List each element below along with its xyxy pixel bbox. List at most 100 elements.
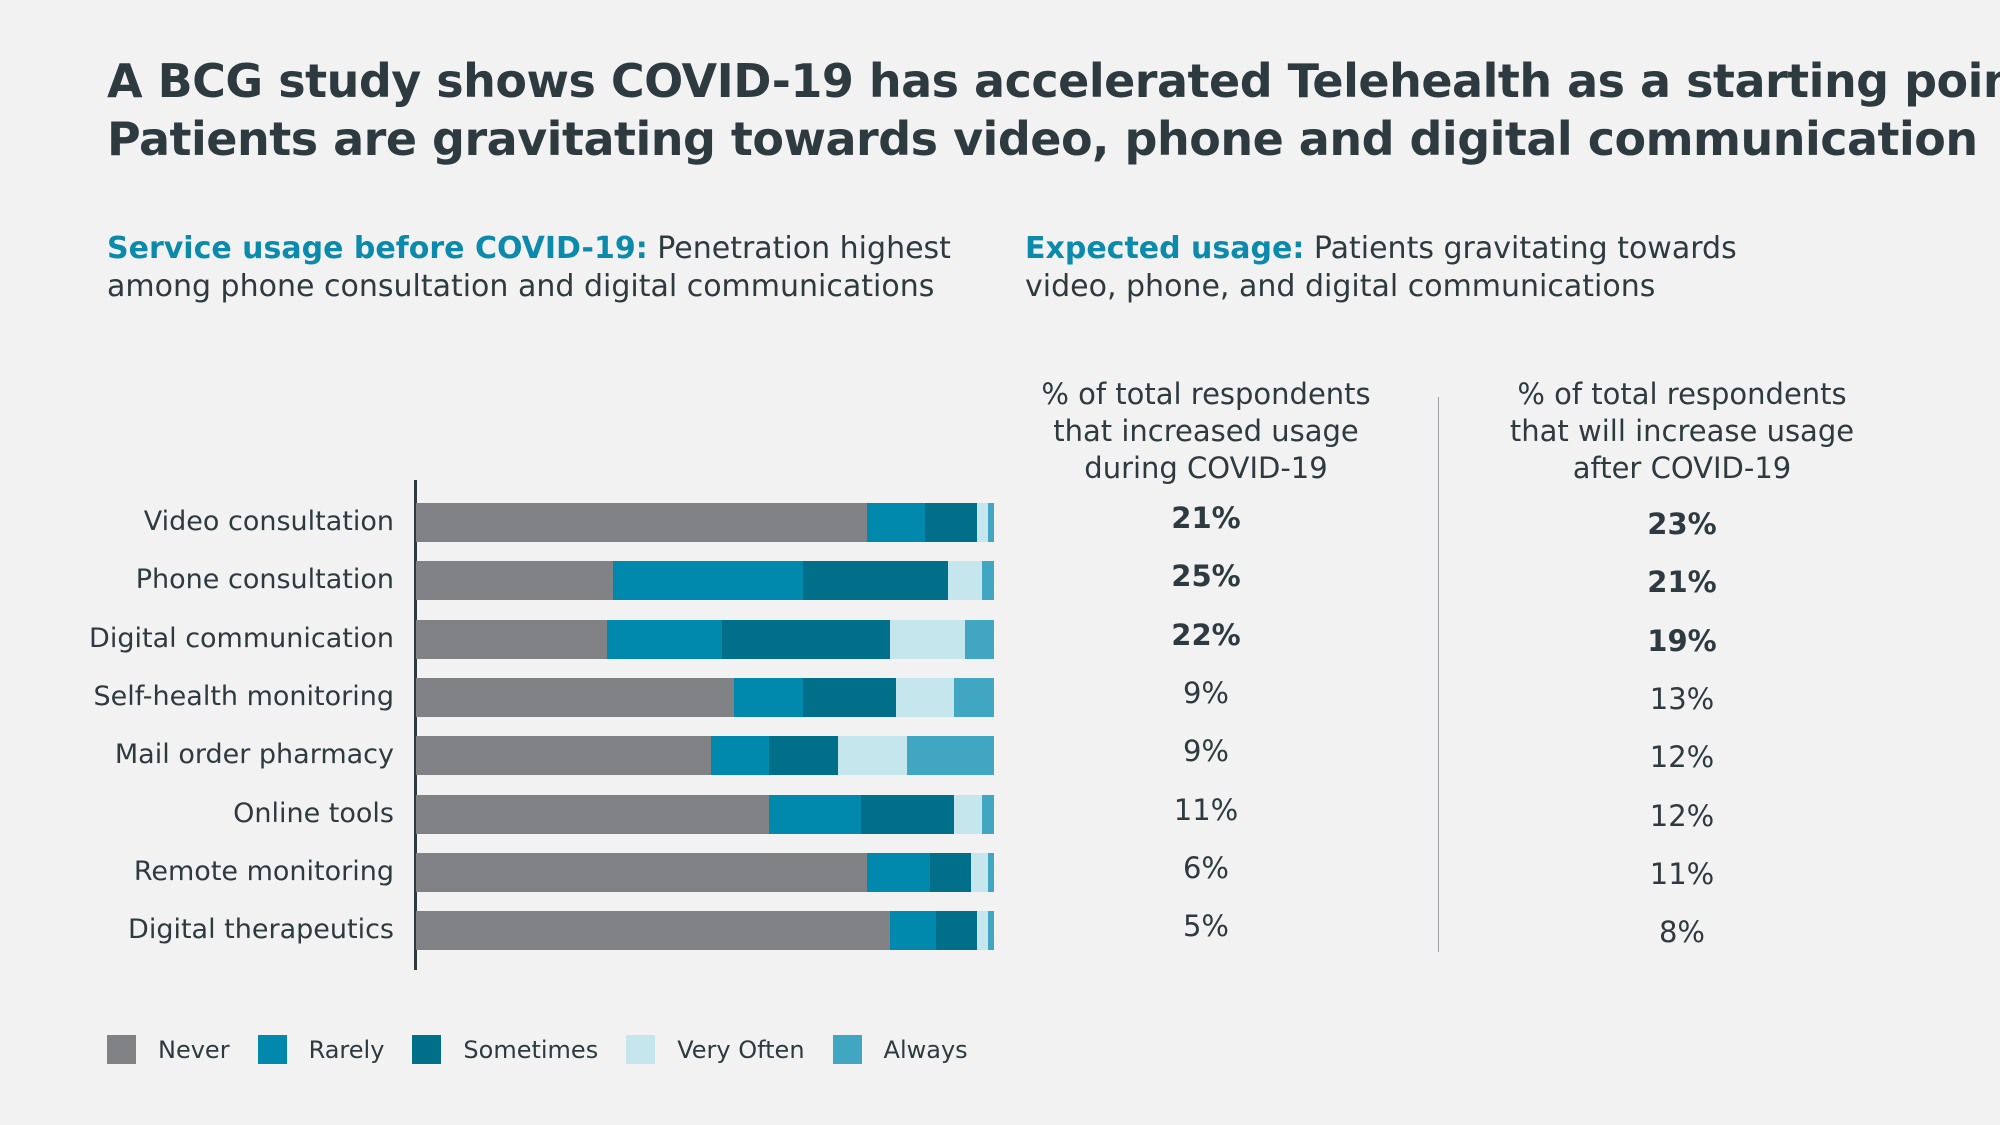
category-label: Digital communication xyxy=(89,622,394,654)
bar-segment-very-often xyxy=(889,619,966,659)
value-increase-after-covid: 12% xyxy=(1649,798,1715,833)
value-increase-after-covid: 11% xyxy=(1649,856,1715,891)
category-label: Self-health monitoring xyxy=(93,680,394,712)
bar-segment-always xyxy=(988,503,994,542)
value-increased-during-covid: 9% xyxy=(1182,675,1229,710)
value-increased-during-covid: 5% xyxy=(1182,909,1229,944)
bar-segment-never xyxy=(416,911,890,951)
title-line-2: Patients are gravitating towards video, … xyxy=(107,112,1978,166)
bar-segment-sometimes xyxy=(722,619,890,659)
category-label: Remote monitoring xyxy=(133,855,394,887)
left-subheading-rest: Penetration highest xyxy=(647,231,951,266)
legend-item: Sometimes xyxy=(412,1035,598,1064)
value-increase-after-covid: 21% xyxy=(1647,565,1717,600)
bar-segment-sometimes xyxy=(861,794,954,834)
bar-segment-never xyxy=(416,794,769,834)
value-increased-during-covid: 25% xyxy=(1171,559,1241,594)
bar-segment-never xyxy=(416,852,867,892)
bar-segment-never xyxy=(416,736,711,776)
right-subheading-line2: video, phone, and digital communications xyxy=(1025,269,1656,304)
bar-segment-never xyxy=(416,677,734,717)
bar-row xyxy=(416,619,994,659)
value-increased-during-covid: 21% xyxy=(1171,501,1241,535)
title-line-1: A BCG study shows COVID-19 has accelerat… xyxy=(107,54,2000,108)
legend-item: Rarely xyxy=(257,1035,385,1064)
bar-segment-rarely xyxy=(710,736,769,776)
bar-segment-sometimes xyxy=(768,736,838,776)
column-header-after-covid: % of total respondents that will increas… xyxy=(1472,376,1892,487)
right-subheading-accent: Expected usage: xyxy=(1025,231,1305,266)
legend-label: Never xyxy=(158,1035,230,1064)
column-header-after-line2: that will increase usage xyxy=(1509,414,1855,448)
legend-swatch xyxy=(412,1035,442,1064)
bar-segment-always xyxy=(965,619,994,659)
value-increase-after-covid: 13% xyxy=(1649,681,1715,716)
column-header-during-covid: % of total respondents that increased us… xyxy=(996,376,1416,487)
category-label: Online tools xyxy=(233,797,394,829)
legend-item: Always xyxy=(832,1035,968,1064)
legend-swatch xyxy=(626,1035,656,1064)
value-increase-after-covid: 8% xyxy=(1658,915,1705,950)
bar-segment-very-often xyxy=(837,736,908,776)
bar-segment-sometimes xyxy=(936,911,977,951)
category-label: Digital therapeutics xyxy=(128,914,394,946)
chart-legend: Never Rarely Sometimes Very Often Always xyxy=(107,1035,996,1064)
value-increase-after-covid: 23% xyxy=(1647,507,1717,541)
bar-segment-never xyxy=(416,561,613,601)
bar-segment-always xyxy=(953,677,994,717)
category-label: Mail order pharmacy xyxy=(114,739,394,771)
bar-segment-very-often xyxy=(947,561,983,601)
column-header-after-line3: after COVID-19 xyxy=(1572,451,1792,485)
bar-segment-always xyxy=(982,561,994,601)
column-header-during-line1: % of total respondents xyxy=(1041,377,1371,411)
bar-segment-very-often xyxy=(970,852,989,892)
legend-item: Never xyxy=(107,1035,230,1064)
column-divider xyxy=(1438,397,1439,952)
left-subheading-accent: Service usage before COVID-19: xyxy=(107,231,648,266)
legend-swatch xyxy=(832,1035,862,1064)
legend-swatch xyxy=(257,1035,287,1064)
bar-segment-rarely xyxy=(866,503,925,542)
column-header-after-line1: % of total respondents xyxy=(1517,377,1847,411)
chart-title: A BCG study shows COVID-19 has accelerat… xyxy=(107,52,2000,168)
bar-row xyxy=(416,911,994,951)
bar-segment-always xyxy=(907,736,994,776)
bar-row xyxy=(416,852,994,892)
bar-segment-rarely xyxy=(768,794,862,834)
legend-item: Very Often xyxy=(626,1035,805,1064)
bar-segment-never xyxy=(416,619,607,659)
value-increased-during-covid: 11% xyxy=(1173,792,1239,827)
left-subheading-line2: among phone consultation and digital com… xyxy=(107,269,935,304)
bar-segment-never xyxy=(416,503,867,542)
legend-label: Rarely xyxy=(308,1035,385,1064)
bar-segment-rarely xyxy=(889,911,937,951)
value-increased-during-covid: 6% xyxy=(1182,850,1229,885)
value-increased-during-covid: 9% xyxy=(1182,734,1229,769)
left-subheading: Service usage before COVID-19: Penetrati… xyxy=(107,230,1007,306)
chart-axis-line xyxy=(414,480,417,970)
bar-segment-rarely xyxy=(733,677,804,717)
bar-segment-sometimes xyxy=(924,503,977,542)
bar-row xyxy=(416,736,994,776)
bar-segment-always xyxy=(982,794,994,834)
bar-segment-rarely xyxy=(612,561,804,601)
column-header-during-line3: during COVID-19 xyxy=(1084,451,1328,485)
bar-segment-sometimes xyxy=(930,852,971,892)
bar-row xyxy=(416,677,994,717)
value-increased-during-covid: 22% xyxy=(1171,617,1241,652)
right-subheading-rest: Patients gravitating towards xyxy=(1304,231,1737,266)
bar-row xyxy=(416,503,994,542)
legend-label: Sometimes xyxy=(463,1035,599,1064)
legend-label: Very Often xyxy=(677,1035,805,1064)
bar-segment-rarely xyxy=(866,852,931,892)
bar-segment-very-often xyxy=(976,911,989,951)
legend-label: Always xyxy=(883,1035,968,1064)
bar-row xyxy=(416,794,994,834)
bar-segment-very-often xyxy=(953,794,983,834)
bar-segment-very-often xyxy=(976,503,989,542)
bar-segment-very-often xyxy=(895,677,954,717)
value-increase-after-covid: 19% xyxy=(1647,623,1717,658)
category-label: Phone consultation xyxy=(135,564,394,596)
bar-segment-rarely xyxy=(606,619,723,659)
category-label: Video consultation xyxy=(143,506,394,537)
